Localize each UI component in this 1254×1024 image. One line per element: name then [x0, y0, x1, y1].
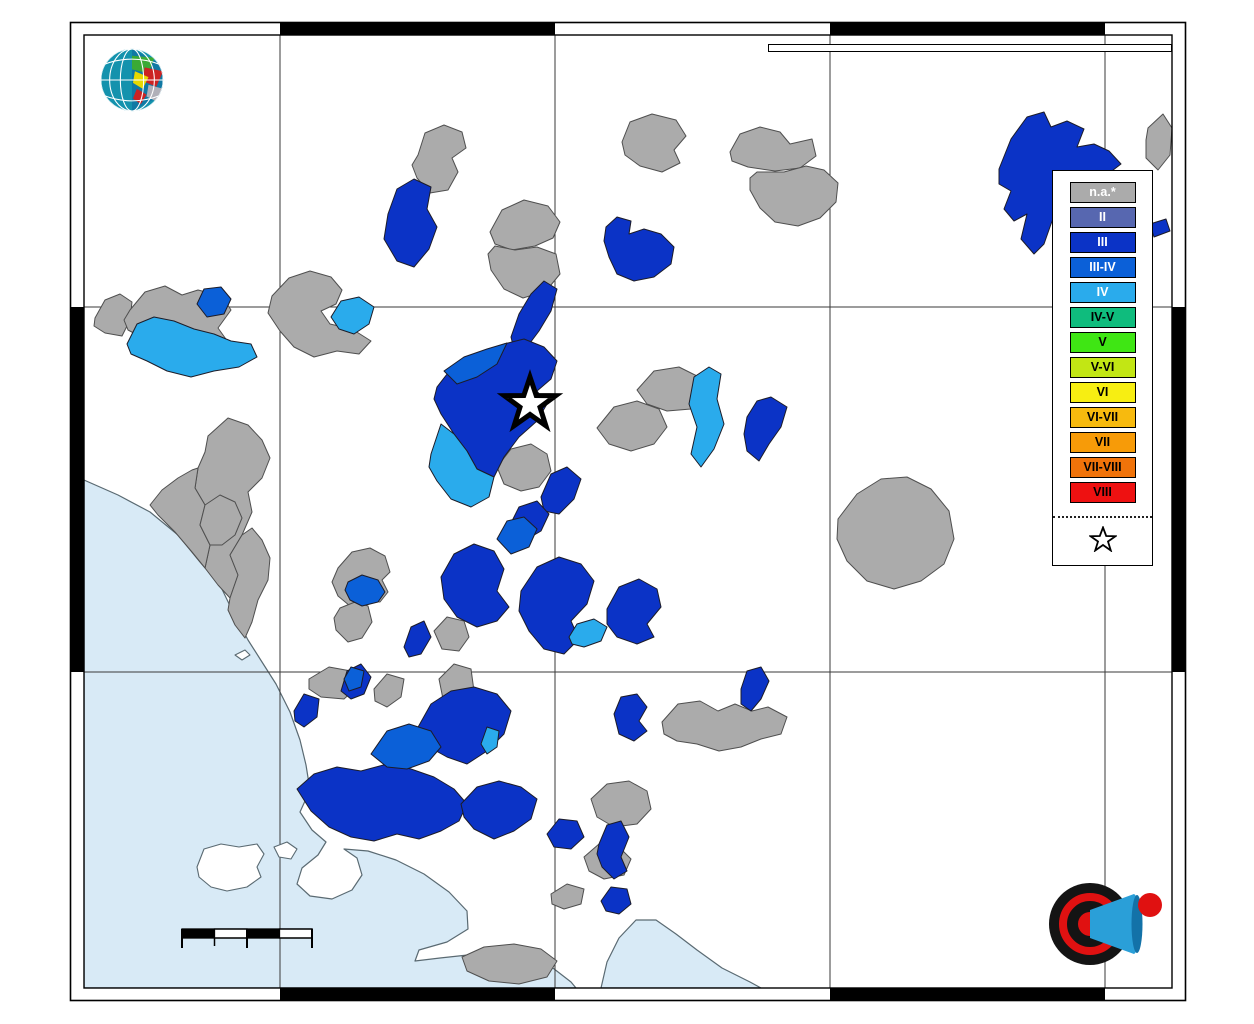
legend-divider: [1053, 516, 1152, 518]
island-polygon: [196, 843, 265, 892]
legend-swatch-vvi: V-VI: [1069, 357, 1136, 378]
region-polygon-III: [613, 693, 648, 742]
region-polygon-IV: [688, 366, 725, 468]
region-polygon-na: [749, 165, 839, 227]
region-polygon-III: [293, 693, 320, 728]
region-polygon-IV: [428, 423, 495, 508]
region-polygon-III-IV: [496, 516, 538, 555]
region-polygon-na: [199, 494, 243, 546]
haisentitoilterremoto-logo: [1049, 883, 1162, 965]
region-polygon-III: [383, 178, 438, 268]
region-polygon-III: [600, 886, 632, 915]
earthquake-info-box: [768, 44, 1172, 52]
region-polygon-III: [603, 216, 675, 282]
region-polygon-III-IV: [370, 723, 442, 770]
island-polygon: [273, 841, 298, 860]
sea-polygon: [600, 919, 762, 988]
region-polygon-III: [743, 396, 788, 462]
region-polygon-na: [227, 527, 271, 639]
legend-swatch-list: n.a.* II III III-IV IV IV-V V V-VI VI VI-VII VII VI…: [1053, 182, 1152, 503]
region-polygon-IV: [330, 296, 375, 335]
scale-bar: [181, 928, 313, 948]
ems-scale-legend: n.a.* II III III-IV IV IV-V V V-VI VI VI-VII VII VI…: [1052, 170, 1153, 566]
legend-swatch-viii: VIII: [1069, 482, 1136, 503]
logo-megaphone-icon: [1090, 894, 1139, 954]
region-polygon-IV: [126, 316, 258, 378]
region-polygon-III: [460, 780, 538, 840]
region-polygon-IV: [568, 618, 608, 648]
region-polygon-III: [596, 820, 630, 880]
region-polygon-III: [740, 666, 770, 712]
region-polygon-III: [518, 556, 595, 655]
region-polygon-na: [433, 616, 470, 652]
island-polygon: [234, 649, 251, 661]
epicenter-star-icon: [1087, 524, 1118, 553]
region-polygon-na: [621, 113, 687, 173]
ingv-globe-logo-icon: [100, 48, 164, 112]
legend-swatch-viiviii: VII-VIII: [1069, 457, 1136, 478]
legend-swatch-na: n.a.*: [1069, 182, 1136, 203]
legend-swatch-vi: VI: [1069, 382, 1136, 403]
legend-footnote: [1053, 503, 1152, 516]
region-polygon-na: [1145, 113, 1172, 171]
region-polygon-IV: [480, 726, 500, 755]
region-polygon-na: [373, 673, 405, 708]
region-polygon-na: [489, 199, 561, 251]
region-polygon-na: [836, 476, 955, 590]
region-polygon-na: [590, 780, 652, 828]
legend-swatch-v: V: [1069, 332, 1136, 353]
legend-swatch-vii: VII: [1069, 432, 1136, 453]
region-polygon-na: [661, 700, 788, 752]
region-polygon-na: [461, 943, 558, 985]
region-polygon-III-IV: [443, 342, 508, 385]
region-polygon-III-IV: [343, 666, 365, 692]
region-polygon-III: [546, 818, 585, 850]
region-polygon-III: [606, 578, 662, 645]
logo-question-badge: [1138, 893, 1162, 917]
ingv-brand: [98, 46, 174, 114]
region-polygon-na: [729, 126, 817, 172]
legend-swatch-ii: II: [1069, 207, 1136, 228]
region-polygon-III: [440, 543, 510, 628]
map-frame: [69, 21, 1187, 1002]
legend-swatch-iiiiv: III-IV: [1069, 257, 1136, 278]
legend-swatch-vivii: VI-VII: [1069, 407, 1136, 428]
region-polygon-na: [411, 124, 467, 194]
region-polygon-na: [550, 883, 585, 910]
map-content: [84, 35, 1172, 988]
legend-swatch-ivv: IV-V: [1069, 307, 1136, 328]
region-polygon-na: [596, 400, 668, 452]
epicenter-star-marker: [496, 369, 564, 433]
region-polygon-na: [496, 443, 552, 492]
region-polygon-III: [403, 620, 432, 658]
legend-swatch-iii: III: [1069, 232, 1136, 253]
legend-swatch-iv: IV: [1069, 282, 1136, 303]
region-polygon-III-IV: [196, 286, 232, 318]
region-polygon-III-IV: [344, 574, 386, 607]
